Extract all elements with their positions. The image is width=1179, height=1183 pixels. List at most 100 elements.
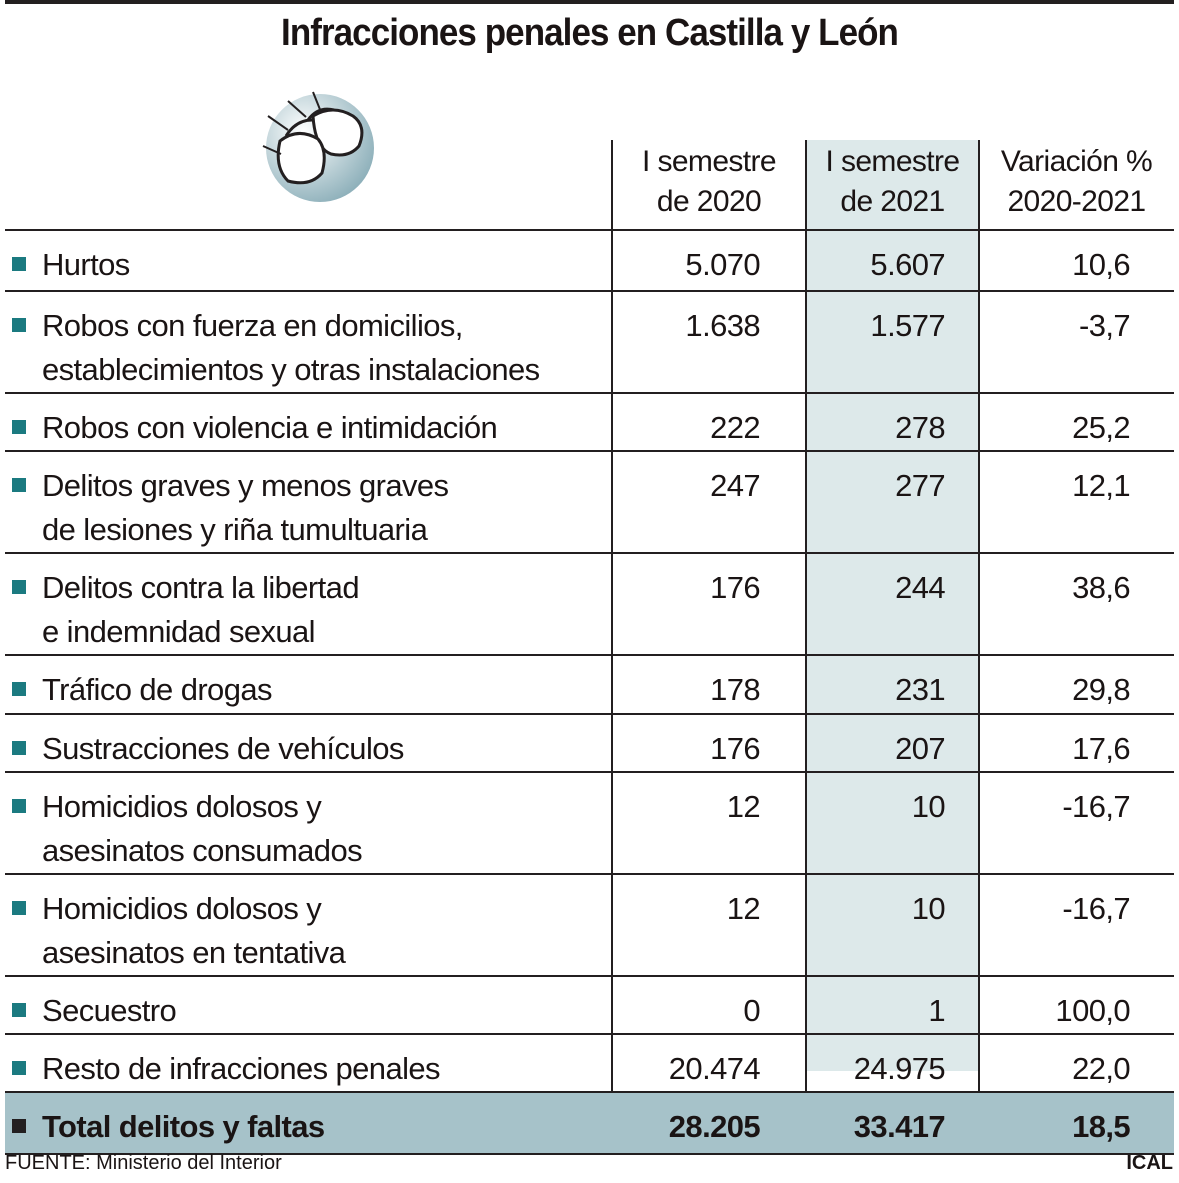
header-2020: I semestre de 2020: [612, 142, 806, 222]
square-bullet-icon: [12, 1060, 26, 1075]
table-row: Delitos contra la libertad e indemnidad s…: [5, 552, 1174, 655]
row-label: Homicidios dolosos y asesinatos consumado…: [5, 771, 612, 874]
variation-percent: 100,0: [979, 975, 1174, 1034]
value-2021: 244: [806, 552, 979, 655]
label-line: Sustracciones de vehículos: [42, 731, 404, 766]
total-row: Total delitos y faltas 28.205 33.417 18,5: [5, 1091, 1174, 1155]
row-label: Robos con violencia e intimidación: [5, 392, 612, 451]
header-line: de 2021: [840, 185, 945, 218]
square-bullet-icon: [12, 419, 26, 434]
table-row: Robos con fuerza en domicilios, estableci…: [5, 290, 1174, 393]
variation-percent: 12,1: [979, 450, 1174, 553]
square-bullet-icon: [12, 317, 26, 332]
label-line: e indemnidad sexual: [42, 614, 316, 649]
label-line: asesinatos en tentativa: [42, 935, 346, 970]
value-2020: 222: [612, 392, 806, 451]
header-line: I semestre: [825, 145, 960, 178]
value-2021: 1.577: [806, 290, 979, 393]
value-2020: 20.474: [612, 1033, 806, 1092]
value-2020: 1.638: [612, 290, 806, 393]
variation-percent: 38,6: [979, 552, 1174, 655]
table-row: Homicidios dolosos y asesinatos en tentat…: [5, 873, 1174, 976]
variation-percent: -16,7: [979, 873, 1174, 976]
value-2021: 24.975: [806, 1033, 979, 1092]
value-2021: 5.607: [806, 229, 979, 291]
value-2021: 277: [806, 450, 979, 553]
square-bullet-icon: [12, 900, 26, 915]
label-line: de lesiones y riña tumultuaria: [42, 512, 428, 547]
value-2020: 0: [612, 975, 806, 1034]
row-label: Resto de infracciones penales: [5, 1033, 612, 1092]
value-2021: 231: [806, 654, 979, 714]
header-line: 2020-2021: [1007, 185, 1146, 218]
label-line: asesinatos consumados: [42, 833, 363, 868]
row-label: Hurtos: [5, 229, 612, 291]
square-bullet-icon: [12, 798, 26, 813]
square-bullet-icon: [12, 1002, 26, 1017]
value-2021: 10: [806, 873, 979, 976]
square-bullet-icon: [12, 681, 26, 696]
row-label: Secuestro: [5, 975, 612, 1034]
row-label: Delitos contra la libertad e indemnidad s…: [5, 552, 612, 655]
row-label: Delitos graves y menos graves de lesiones…: [5, 450, 612, 553]
table-row: Hurtos 5.070 5.607 10,6: [5, 229, 1174, 291]
variation-percent: 10,6: [979, 229, 1174, 291]
value-2021: 278: [806, 392, 979, 451]
table-row: Homicidios dolosos y asesinatos consumado…: [5, 771, 1174, 874]
square-bullet-icon: [12, 256, 26, 271]
label-line: establecimientos y otras instalaciones: [42, 352, 540, 387]
value-2020: 12: [612, 873, 806, 976]
handcuffed-fists-icon: [262, 91, 374, 202]
value-2020: 176: [612, 713, 806, 772]
label-line: Robos con violencia e intimidación: [42, 410, 498, 445]
square-bullet-icon: [12, 1118, 26, 1133]
value-2021: 1: [806, 975, 979, 1034]
table-row: Delitos graves y menos graves de lesiones…: [5, 450, 1174, 553]
value-2020: 247: [612, 450, 806, 553]
credit-logo: ICAL: [1126, 1152, 1173, 1174]
label-line: Delitos graves y menos graves: [42, 468, 449, 503]
value-2020: 12: [612, 771, 806, 874]
variation-percent: -3,7: [979, 290, 1174, 393]
label-line: Homicidios dolosos y: [42, 891, 322, 926]
table-row: Robos con violencia e intimidación 222 278…: [5, 392, 1174, 451]
value-2020: 178: [612, 654, 806, 714]
label-line: Total delitos y faltas: [42, 1109, 325, 1144]
variation-percent: 18,5: [979, 1091, 1174, 1155]
square-bullet-icon: [12, 579, 26, 594]
variation-percent: 29,8: [979, 654, 1174, 714]
label-line: Hurtos: [42, 247, 130, 282]
page-title: Infracciones penales en Castilla y León: [281, 12, 899, 54]
row-label: Tráfico de drogas: [5, 654, 612, 714]
value-2020: 28.205: [612, 1091, 806, 1155]
value-2020: 5.070: [612, 229, 806, 291]
row-label: Homicidios dolosos y asesinatos en tentat…: [5, 873, 612, 976]
variation-percent: 22,0: [979, 1033, 1174, 1092]
value-2021: 33.417: [806, 1091, 979, 1155]
variation-percent: 25,2: [979, 392, 1174, 451]
label-line: Delitos contra la libertad: [42, 570, 360, 605]
square-bullet-icon: [12, 740, 26, 755]
value-2020: 176: [612, 552, 806, 655]
value-2021: 207: [806, 713, 979, 772]
header-line: Variación %: [1000, 145, 1153, 178]
label-line: Tráfico de drogas: [42, 672, 272, 707]
top-rule: [5, 0, 1174, 4]
row-label: Robos con fuerza en domicilios, estableci…: [5, 290, 612, 393]
variation-percent: -16,7: [979, 771, 1174, 874]
row-label: Total delitos y faltas: [5, 1091, 612, 1155]
row-label: Sustracciones de vehículos: [5, 713, 612, 772]
table-row: Resto de infracciones penales 20.474 24.97…: [5, 1033, 1174, 1092]
table-row: Sustracciones de vehículos 176 207 17,6: [5, 713, 1174, 772]
table-row: Secuestro 0 1 100,0: [5, 975, 1174, 1034]
header-2021: I semestre de 2021: [806, 142, 979, 222]
variation-percent: 17,6: [979, 713, 1174, 772]
header-line: de 2020: [656, 185, 762, 218]
label-line: Resto de infracciones penales: [42, 1051, 441, 1086]
label-line: Secuestro: [42, 993, 177, 1028]
value-2021: 10: [806, 771, 979, 874]
source-note: FUENTE: Ministerio del Interior: [5, 1152, 282, 1174]
label-line: Homicidios dolosos y: [42, 789, 322, 824]
table-row: Tráfico de drogas 178 231 29,8: [5, 654, 1174, 714]
crime-table: Hurtos 5.070 5.607 10,6 Robos con fuerza en …: [5, 229, 1174, 1155]
